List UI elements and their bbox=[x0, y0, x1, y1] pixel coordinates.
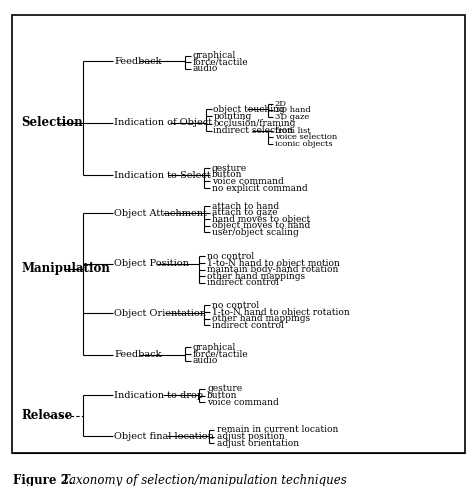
Text: maintain body-hand rotation: maintain body-hand rotation bbox=[207, 265, 338, 274]
Text: attach to gaze: attach to gaze bbox=[212, 208, 277, 217]
Text: iconic objects: iconic objects bbox=[275, 140, 333, 148]
Text: Release: Release bbox=[21, 409, 73, 422]
Text: user/object scaling: user/object scaling bbox=[212, 228, 299, 237]
Text: Indication to Select: Indication to Select bbox=[114, 171, 211, 180]
Text: Object Position: Object Position bbox=[114, 260, 189, 268]
Text: no explicit command: no explicit command bbox=[212, 184, 308, 192]
Text: button: button bbox=[207, 391, 237, 400]
Text: pointing: pointing bbox=[213, 112, 252, 121]
Text: indirect selection: indirect selection bbox=[213, 126, 293, 135]
Text: 3D gaze: 3D gaze bbox=[275, 113, 309, 121]
Text: object moves to hand: object moves to hand bbox=[212, 221, 310, 230]
Text: gesture: gesture bbox=[207, 384, 242, 394]
FancyBboxPatch shape bbox=[12, 15, 465, 452]
Text: Indication of Object: Indication of Object bbox=[114, 118, 212, 127]
Text: Indication to drop: Indication to drop bbox=[114, 391, 203, 399]
Text: attach to hand: attach to hand bbox=[212, 202, 279, 210]
Text: Object Orientation: Object Orientation bbox=[114, 309, 206, 317]
Text: Feedback: Feedback bbox=[114, 57, 162, 66]
Text: adjust position: adjust position bbox=[217, 432, 284, 441]
Text: adjust orientation: adjust orientation bbox=[217, 439, 299, 448]
Text: occlusion/framing: occlusion/framing bbox=[213, 119, 296, 128]
Text: Figure 2.: Figure 2. bbox=[13, 474, 73, 486]
Text: hand moves to object: hand moves to object bbox=[212, 215, 310, 224]
Text: 1-to-N hand to object rotation: 1-to-N hand to object rotation bbox=[212, 308, 350, 316]
Text: indirect control: indirect control bbox=[207, 278, 279, 287]
Text: Feedback: Feedback bbox=[114, 350, 162, 359]
Text: button: button bbox=[212, 171, 242, 179]
Text: other hand mappings: other hand mappings bbox=[207, 272, 305, 281]
Text: Object final location: Object final location bbox=[114, 432, 214, 441]
Text: no control: no control bbox=[207, 252, 254, 261]
Text: indirect control: indirect control bbox=[212, 321, 283, 330]
Text: voice command: voice command bbox=[207, 398, 279, 407]
Text: 2D: 2D bbox=[275, 100, 287, 108]
Text: 1-to-N hand to object motion: 1-to-N hand to object motion bbox=[207, 259, 340, 268]
Text: object touching: object touching bbox=[213, 105, 285, 114]
Text: graphical: graphical bbox=[193, 51, 236, 60]
Text: force/tactile: force/tactile bbox=[193, 349, 248, 359]
Text: Manipulation: Manipulation bbox=[21, 262, 110, 275]
Text: other hand mappings: other hand mappings bbox=[212, 314, 310, 323]
Text: voice selection: voice selection bbox=[275, 133, 337, 141]
Text: audio: audio bbox=[193, 64, 219, 73]
Text: Object Attachment: Object Attachment bbox=[114, 208, 207, 218]
Text: Taxonomy of selection/manipulation techniques: Taxonomy of selection/manipulation techn… bbox=[62, 474, 346, 486]
Text: graphical: graphical bbox=[193, 343, 236, 352]
Text: gesture: gesture bbox=[212, 164, 247, 173]
Text: voice command: voice command bbox=[212, 177, 283, 186]
Text: remain in current location: remain in current location bbox=[217, 425, 338, 434]
Text: Selection: Selection bbox=[21, 116, 83, 129]
Text: from list: from list bbox=[275, 126, 310, 135]
Text: audio: audio bbox=[193, 356, 219, 365]
Text: force/tactile: force/tactile bbox=[193, 58, 248, 67]
Text: no control: no control bbox=[212, 301, 259, 310]
Text: 3D hand: 3D hand bbox=[275, 106, 310, 114]
